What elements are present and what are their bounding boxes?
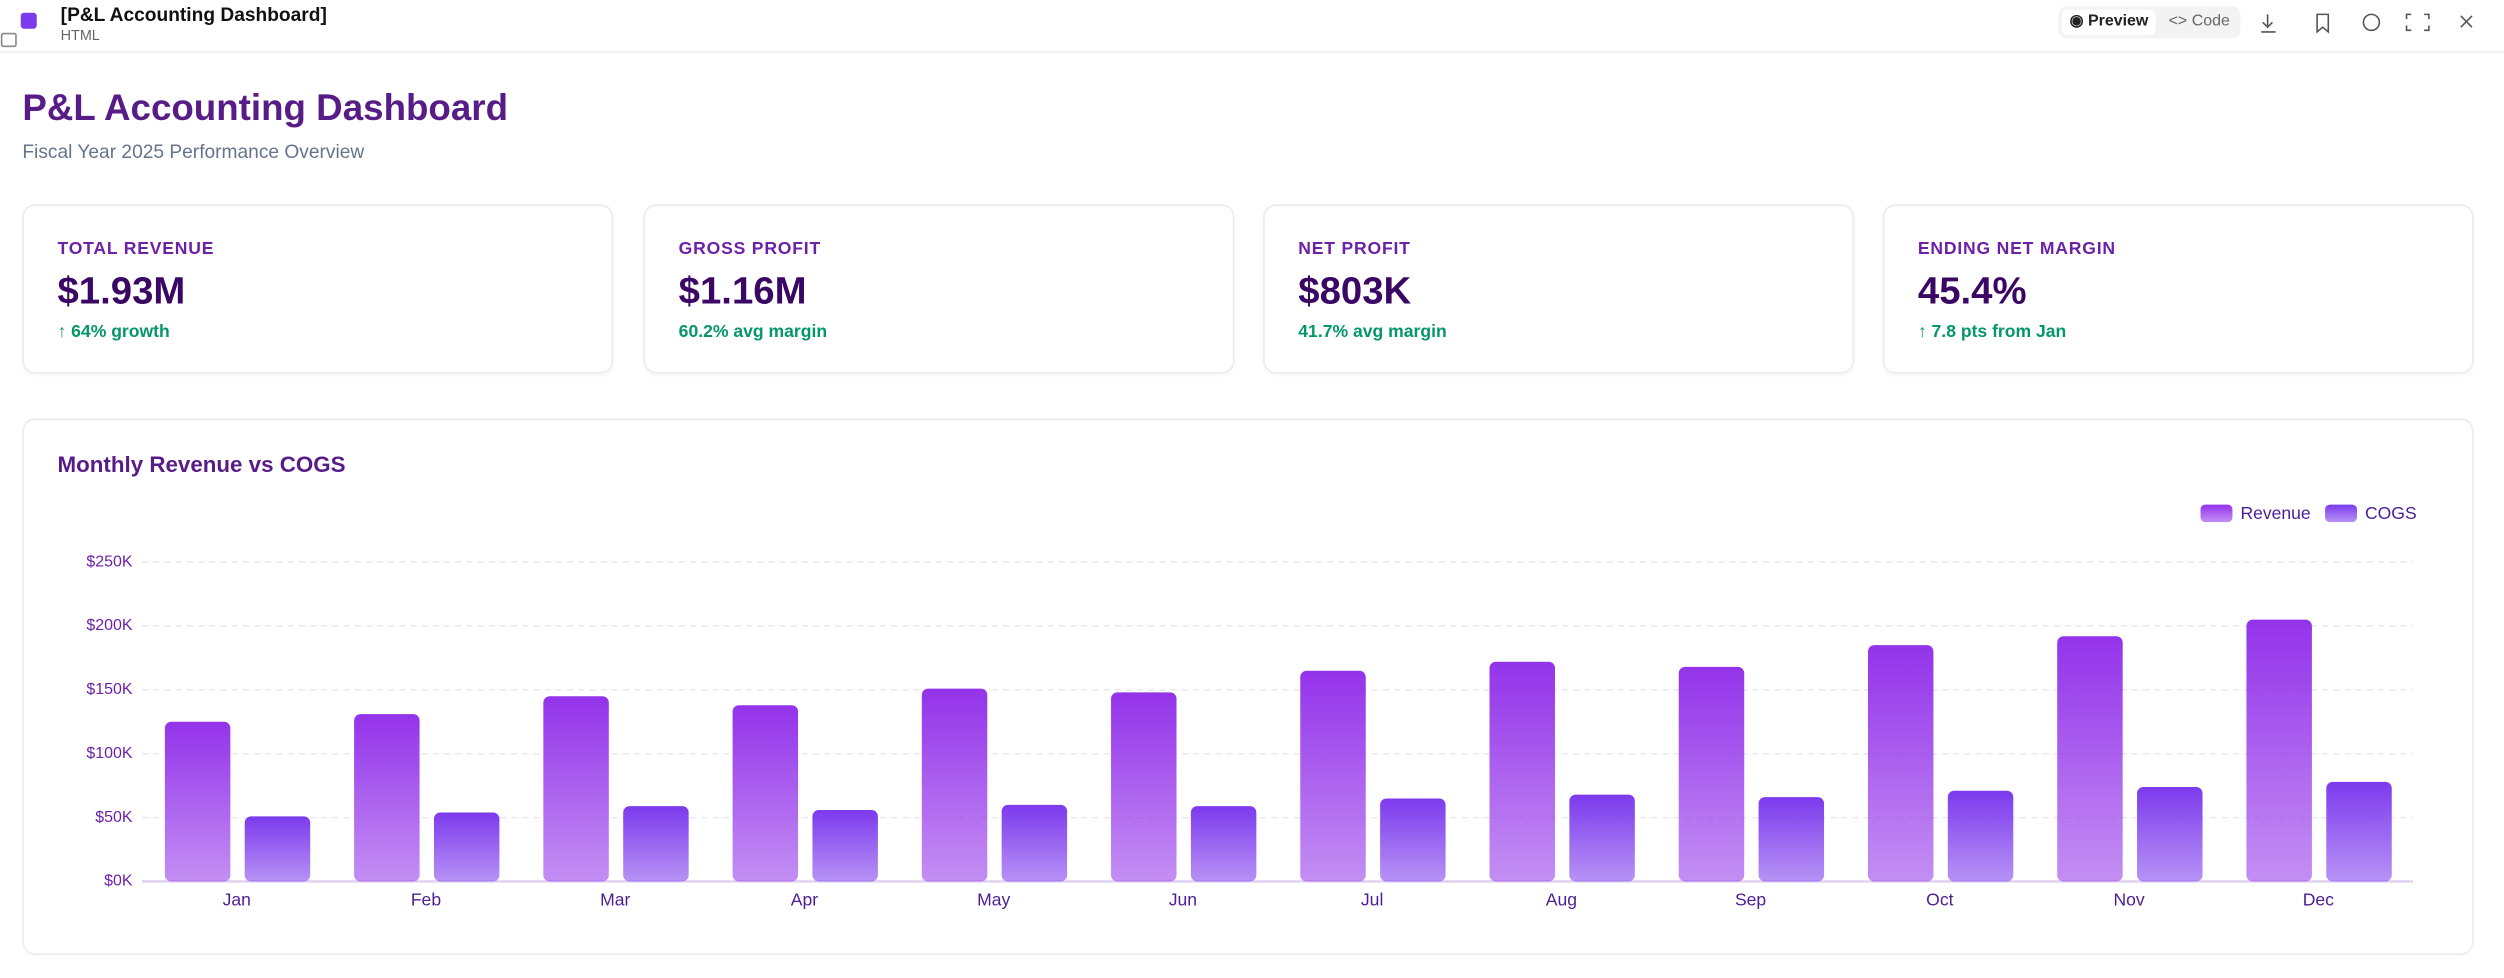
file-type: HTML [60,27,100,44]
bar [1678,666,1745,882]
x-tick-label: Oct [1926,889,1953,909]
kpi-label: TOTAL REVENUE [57,239,215,259]
kpi-note: 60.2% avg margin [678,322,828,342]
y-tick-label: $250K [86,553,132,570]
toolbar-icons [2261,13,2473,34]
x-tick-label: May [977,889,1010,909]
bar [921,688,988,882]
bar [1569,794,1635,882]
top-bar: [P&L Accounting Dashboard] HTML ◉ Previe… [0,0,2504,53]
x-tick-label: Sep [1735,889,1766,909]
x-tick-label: Dec [2303,889,2334,909]
preview-text: Preview [2087,12,2149,31]
globe-icon[interactable] [2362,13,2381,32]
kpi-card: TOTAL REVENUE $1.93M ↑ 64% growth [22,204,614,374]
bar [354,714,420,882]
code-text: Code [2191,12,2230,31]
kpi-label: GROSS PROFIT [678,239,822,259]
code-icon: <> [2168,12,2192,31]
view-toggle: ◉ Preview <> Code [2058,6,2241,39]
bar [1867,645,1934,882]
kpi-card: NET PROFIT $803K 41.7% avg margin [1263,204,1855,374]
kpi-note: ↑ 64% growth [57,322,170,342]
x-tick-label: Jun [1169,889,1197,909]
kpi-note: 41.7% avg margin [1298,322,1447,342]
kpi-value: 45.4% [1917,269,2027,313]
bookmark-icon[interactable] [2316,13,2330,34]
legend-label: Revenue [2240,503,2310,523]
legend-label: COGS [2365,503,2417,523]
bar [623,806,689,882]
bar [2246,619,2312,882]
fullscreen-icon[interactable] [2405,13,2430,32]
bar [2326,781,2392,882]
code-button[interactable]: <> Code [2161,10,2238,36]
legend-swatch [2200,504,2233,523]
x-tick-label: Feb [411,889,441,909]
kpi-label: ENDING NET MARGIN [1917,239,2116,259]
bar [1380,798,1446,882]
bar [164,721,231,882]
sidebar-icon[interactable] [0,32,17,48]
x-tick-label: Apr [791,889,818,909]
bar [1947,790,2014,882]
bar [244,816,311,882]
bar [1111,692,1177,882]
x-tick-label: Aug [1546,889,1577,909]
kpi-card: ENDING NET MARGIN 45.4% ↑ 7.8 pts from Jan [1882,204,2474,374]
bar [543,696,609,882]
bar [1489,661,1555,882]
bar [2057,636,2123,882]
kpi-value: $803K [1298,269,1412,313]
chart: Monthly Revenue vs COGS $0K $50K $100K $150… [57,452,2417,909]
y-tick-label: $150K [86,681,132,698]
bar [732,705,799,882]
kpi-note: ↑ 7.8 pts from Jan [1917,322,2067,342]
preview-label: ◉ [2069,12,2088,31]
x-tick-label: Jan [223,889,251,909]
kpi-card: GROSS PROFIT $1.16M 60.2% avg margin [643,204,1235,374]
x-tick-label: Jul [1361,889,1383,909]
page-title: P&L Accounting Dashboard [22,86,509,128]
x-tick-label: Mar [600,889,630,909]
preview-button[interactable]: ◉ Preview [2061,9,2157,36]
file-icon [20,12,37,29]
kpi-value: $1.93M [57,269,186,313]
download-icon[interactable] [2261,14,2276,33]
bar [1001,804,1068,882]
y-tick-label: $100K [86,745,132,762]
y-tick-label: $0K [104,873,133,890]
bar [2137,786,2203,882]
kpi-value: $1.16M [678,269,807,313]
bar [433,812,500,882]
icons [0,12,37,48]
legend-swatch [2325,504,2358,523]
bar [812,809,878,882]
bar [1190,806,1257,882]
y-tick-label: $200K [86,617,132,634]
x-tick-label: Nov [2113,889,2144,909]
y-tick-label: $50K [95,809,133,826]
bar [1300,670,1366,882]
chart-title: Monthly Revenue vs COGS [57,452,345,477]
chart-card: Monthly Revenue vs COGS $0K $50K $100K $150… [22,418,2474,955]
file-title: [P&L Accounting Dashboard] [60,3,327,26]
close-icon[interactable] [2460,15,2473,28]
bar [1758,797,1825,882]
page-subtitle: Fiscal Year 2025 Performance Overview [22,140,365,163]
kpi-label: NET PROFIT [1298,239,1411,259]
